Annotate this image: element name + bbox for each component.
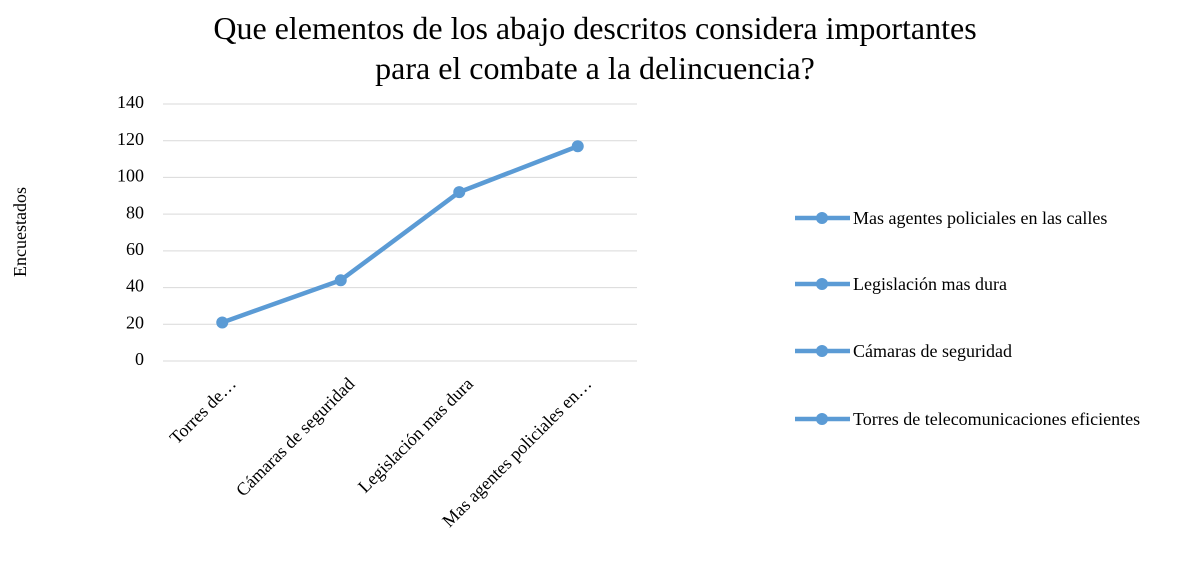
legend-label: Cámaras de seguridad xyxy=(853,341,1012,361)
chart-title: Que elementos de los abajo descritos con… xyxy=(213,10,977,86)
x-tick-label: Legislación mas dura xyxy=(354,374,477,497)
y-tick-label: 0 xyxy=(135,349,144,369)
legend-marker xyxy=(816,278,828,290)
x-tick-label: Cámaras de seguridad xyxy=(232,374,359,501)
y-tick-label: 140 xyxy=(117,92,144,112)
y-tick-label: 60 xyxy=(126,239,144,259)
y-tick-label: 40 xyxy=(126,276,144,296)
x-tick-label: Torres de… xyxy=(166,374,240,448)
y-tick-label: 120 xyxy=(117,129,144,149)
line xyxy=(221,144,579,325)
point xyxy=(334,274,347,287)
legend-marker xyxy=(816,345,828,357)
legend-marker xyxy=(816,413,828,425)
point xyxy=(571,140,584,153)
legend-label: Torres de telecomunicaciones eficientes xyxy=(853,409,1141,429)
legend-marker xyxy=(816,212,828,224)
legend-label: Legislación mas dura xyxy=(853,274,1007,294)
y-tick-label: 100 xyxy=(117,166,144,186)
y-tick-label: 80 xyxy=(126,202,144,222)
y-tick-label: 20 xyxy=(126,312,144,332)
legend-label: Mas agentes policiales en las calles xyxy=(853,208,1108,228)
y-axis-label: Encuestados xyxy=(10,187,30,277)
point xyxy=(453,186,466,199)
point xyxy=(216,316,229,329)
